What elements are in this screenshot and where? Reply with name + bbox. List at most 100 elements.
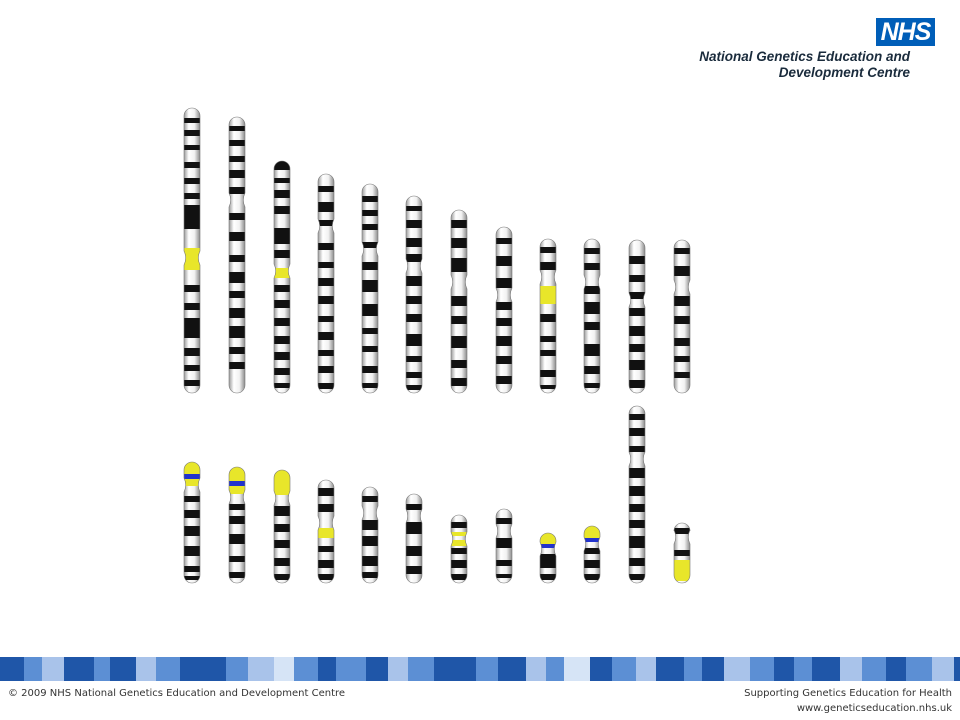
chromosome-outline <box>583 525 601 584</box>
chromosome-band <box>184 576 200 580</box>
highlight-band <box>184 462 200 474</box>
chromosome-band <box>318 202 334 212</box>
chromosome-outline <box>228 116 246 394</box>
chromosome-band <box>274 300 290 308</box>
chromosome-band <box>229 140 245 146</box>
chromosome-band <box>451 560 467 568</box>
chromosome-band <box>318 278 334 286</box>
chromosome-band <box>584 322 600 330</box>
chromosome-band <box>229 232 245 241</box>
chromosome-band <box>406 296 422 304</box>
footer-band-block <box>110 657 136 681</box>
footer-band-block <box>954 657 960 681</box>
chromosome <box>273 469 291 584</box>
chromosome-outline <box>450 209 468 394</box>
chromosome-band <box>629 414 645 420</box>
chromosome-band <box>584 286 600 294</box>
chromosome-band <box>451 316 467 324</box>
chromosome-outline <box>273 469 291 584</box>
chromosome-band <box>318 560 334 568</box>
chromosome-band <box>584 560 600 568</box>
chromosome-band <box>674 248 690 254</box>
chromosome-band <box>674 266 690 276</box>
footer-band-block <box>294 657 318 681</box>
marker-band <box>184 474 200 479</box>
footer-band-block <box>656 657 684 681</box>
chromosome-band <box>629 446 645 452</box>
chromosome-band <box>629 326 645 336</box>
chromosome <box>450 514 468 584</box>
chromosome-band <box>451 360 467 368</box>
footer-band-block <box>336 657 366 681</box>
chromosome-band <box>674 356 690 362</box>
chromosome-band <box>406 356 422 362</box>
chromosome <box>405 493 423 584</box>
chromosome-band <box>540 336 556 342</box>
chromosome-outline <box>273 160 291 394</box>
chromosome-band <box>318 332 334 340</box>
chromosome-band <box>362 304 378 316</box>
chromosome-band <box>274 524 290 532</box>
chromosome-band <box>629 275 645 282</box>
chromosome-band <box>674 316 690 324</box>
chromosome-band <box>274 206 290 214</box>
chromosome-band <box>184 285 200 292</box>
chromosome-band <box>406 238 422 247</box>
nhs-logo: NHS National Genetics Education and Deve… <box>699 18 935 80</box>
footer-band-block <box>64 657 94 681</box>
chromosome-band <box>229 504 245 510</box>
footer-tagline: Supporting Genetics Education for Health <box>744 688 952 699</box>
footer-band-block <box>702 657 724 681</box>
footer-band-block <box>208 657 226 681</box>
chromosome-band <box>629 468 645 478</box>
chromosome-band <box>274 540 290 548</box>
chromosome-band <box>406 254 422 262</box>
chromosome <box>450 209 468 394</box>
chromosome-band <box>629 428 645 436</box>
highlight-band <box>229 467 245 481</box>
chromosome-band <box>274 228 290 244</box>
chromosome-outline <box>361 486 379 584</box>
footer-band-block <box>932 657 954 681</box>
chromosome-band <box>496 538 512 548</box>
chromosome-band <box>274 352 290 360</box>
marker-band <box>229 481 245 486</box>
chromosome-band <box>229 572 245 578</box>
footer-band-block <box>42 657 64 681</box>
highlight-band <box>184 248 200 270</box>
footer-band-block <box>156 657 180 681</box>
chromosome-band <box>540 247 556 253</box>
marker-band <box>584 538 600 542</box>
chromosome-outline <box>495 508 513 584</box>
chromosome-band <box>318 574 334 580</box>
chromosome <box>628 405 646 584</box>
footer-band-block <box>636 657 656 681</box>
chromosome-band <box>318 383 334 389</box>
footer-band-block <box>564 657 590 681</box>
org-name-line1: National Genetics Education and <box>699 49 910 64</box>
chromosome <box>673 522 691 584</box>
chromosome-band <box>362 346 378 352</box>
footer-band-block <box>366 657 388 681</box>
chromosome <box>583 238 601 394</box>
footer-band-block <box>318 657 336 681</box>
footer-band-block <box>750 657 774 681</box>
chromosome-band <box>674 296 690 306</box>
chromosome-band <box>318 488 334 496</box>
chromosome-band <box>229 556 245 562</box>
chromosome-band <box>184 205 200 229</box>
chromosome-band <box>362 366 378 373</box>
chromosome-outline <box>405 493 423 584</box>
chromosome-band <box>674 372 690 378</box>
footer-band-block <box>812 657 840 681</box>
chromosome <box>317 173 335 394</box>
chromosome-band <box>274 285 290 292</box>
chromosome <box>539 532 557 584</box>
chromosome-band <box>451 336 467 348</box>
chromosome-band <box>318 220 334 226</box>
chromosome-band <box>406 372 422 378</box>
chromosome-band <box>629 574 645 580</box>
chromosome-band <box>496 302 512 310</box>
chromosome-band <box>184 526 200 536</box>
chromosome-band <box>674 338 690 346</box>
